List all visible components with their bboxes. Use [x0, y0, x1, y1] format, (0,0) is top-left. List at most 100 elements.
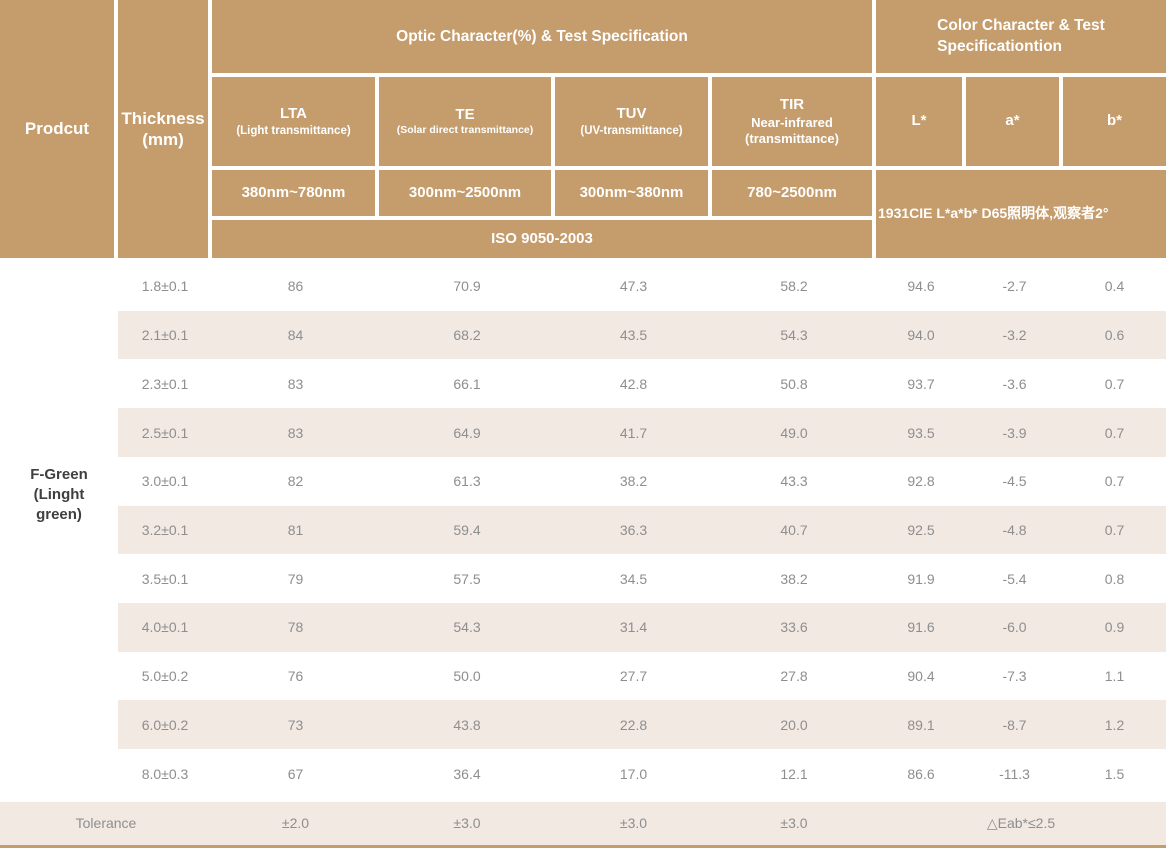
lstar-value: 93.5 — [907, 424, 935, 441]
astar-value: -3.9 — [1002, 424, 1027, 441]
tuv-value: 36.3 — [619, 521, 648, 538]
bstar-value: 0.8 — [1104, 570, 1125, 587]
lta-value: 76 — [287, 668, 304, 685]
cie-standard-label: 1931CIE L*a*b* D65照明体,观察者2° — [878, 205, 1109, 222]
product-name-line3: green) — [36, 506, 82, 524]
te-value: 68.2 — [453, 327, 481, 344]
thickness-header-line1: Thickness — [121, 108, 205, 128]
column-header-lta: LTA (Light transmittance) — [212, 77, 379, 170]
tolerance-eab: △Eab*≤2.5 — [986, 814, 1056, 831]
lta-value: 83 — [287, 375, 304, 392]
bstar-value: 0.9 — [1104, 619, 1125, 636]
tuv-name: TUV — [616, 104, 647, 122]
lstar-value: 92.5 — [907, 521, 935, 538]
lta-value: 83 — [287, 424, 304, 441]
astar-value: -4.8 — [1002, 521, 1027, 538]
tir-value: 43.3 — [780, 473, 808, 490]
tolerance-label: Tolerance — [75, 815, 137, 832]
astar-value: -2.7 — [1002, 278, 1027, 295]
product-name-line2: (Linght — [33, 485, 85, 503]
te-value: 57.5 — [453, 570, 481, 587]
tir-range: 780~2500nm — [747, 183, 837, 201]
table-row: 3.2±0.1 81 59.4 36.3 40.7 92.5 -4.8 0.7 — [118, 505, 1166, 555]
tolerance-lta: ±2.0 — [281, 815, 310, 832]
astar-value: -3.6 — [1002, 375, 1027, 392]
bstar-value: 0.7 — [1104, 521, 1125, 538]
tir-value: 27.8 — [780, 668, 808, 685]
tolerance-row: Tolerance ±2.0 ±3.0 ±3.0 ±3.0 △Eab*≤2.5 — [0, 801, 1166, 845]
lstar-value: 92.8 — [907, 473, 935, 490]
astar-value: -8.7 — [1002, 716, 1027, 733]
table-row: 8.0±0.3 67 36.4 17.0 12.1 86.6 -11.3 1.5 — [118, 749, 1166, 798]
thickness-value: 1.8±0.1 — [141, 278, 189, 295]
lstar-value: 93.7 — [907, 375, 935, 392]
lta-value: 81 — [287, 521, 304, 538]
table-body: F-Green (Linght green) 1.8±0.1 86 70.9 4… — [0, 262, 1166, 798]
column-header-bstar: b* — [1063, 77, 1166, 170]
bstar-value: 0.7 — [1104, 473, 1125, 490]
lta-value: 67 — [287, 765, 304, 782]
lstar-value: 91.9 — [907, 570, 935, 587]
lstar-value: 90.4 — [907, 668, 935, 685]
te-sub-label: (Solar direct transmittance) — [396, 124, 534, 137]
astar-value: -5.4 — [1002, 570, 1027, 587]
astar-value: -4.5 — [1002, 473, 1027, 490]
tuv-range: 300nm~380nm — [579, 183, 684, 201]
tuv-value: 41.7 — [619, 424, 648, 441]
product-name-line1: F-Green — [30, 465, 88, 483]
tuv-value: 38.2 — [619, 473, 648, 490]
bstar-value: 0.6 — [1104, 327, 1125, 344]
iso-standard-cell: ISO 9050-2003 — [212, 220, 876, 258]
tuv-value: 47.3 — [619, 278, 648, 295]
table-header: Prodcut Thickness (mm) Optic Character(%… — [0, 0, 1166, 258]
lta-range-cell: 380nm~780nm — [212, 170, 379, 220]
bstar-value: 0.7 — [1104, 424, 1125, 441]
astar-value: -3.2 — [1002, 327, 1027, 344]
column-header-astar: a* — [966, 77, 1063, 170]
lta-range: 380nm~780nm — [241, 183, 346, 201]
astar-value: -7.3 — [1002, 668, 1027, 685]
astar-value: -6.0 — [1002, 619, 1027, 636]
te-value: 59.4 — [453, 521, 481, 538]
thickness-value: 2.5±0.1 — [141, 424, 189, 441]
te-name: TE — [455, 105, 475, 123]
optic-group-label: Optic Character(%) & Test Specification — [396, 27, 688, 45]
tir-value: 38.2 — [780, 570, 808, 587]
thickness-value: 6.0±0.2 — [141, 716, 189, 733]
product-cell: F-Green (Linght green) — [0, 262, 118, 798]
product-name: F-Green (Linght green) — [30, 465, 88, 526]
lstar-label: L* — [911, 112, 927, 130]
te-value: 50.0 — [453, 668, 481, 685]
header-body-divider — [0, 258, 1166, 262]
tir-value: 50.8 — [780, 375, 808, 392]
color-group-label-line1: Color Character & Test — [937, 17, 1105, 35]
thickness-header-line2: (mm) — [142, 130, 184, 149]
body-footer-divider — [0, 797, 1166, 802]
astar-value: -11.3 — [999, 765, 1030, 782]
te-value: 64.9 — [453, 424, 481, 441]
thickness-value: 3.5±0.1 — [141, 570, 189, 587]
bstar-value: 1.1 — [1104, 668, 1125, 685]
column-header-lstar: L* — [876, 77, 966, 170]
thickness-value: 8.0±0.3 — [141, 765, 189, 782]
group-header-optic: Optic Character(%) & Test Specification — [212, 0, 876, 77]
tuv-value: 17.0 — [619, 765, 648, 782]
tir-value: 40.7 — [780, 521, 808, 538]
tir-name: TIR — [779, 95, 805, 113]
cie-standard-cell: 1931CIE L*a*b* D65照明体,观察者2° — [876, 170, 1166, 258]
table-row: 2.3±0.1 83 66.1 42.8 50.8 93.7 -3.6 0.7 — [118, 359, 1166, 409]
tir-value: 20.0 — [780, 716, 808, 733]
table-row: 3.0±0.1 82 61.3 38.2 43.3 92.8 -4.5 0.7 — [118, 456, 1166, 506]
te-range-cell: 300nm~2500nm — [379, 170, 555, 220]
astar-label: a* — [1005, 112, 1020, 130]
bstar-value: 1.2 — [1104, 716, 1125, 733]
te-value: 66.1 — [453, 375, 481, 392]
tir-sub-line2: (transmittance) — [745, 130, 839, 146]
tuv-range-cell: 300nm~380nm — [555, 170, 712, 220]
tir-sub-line1: Near-infrared — [751, 114, 833, 130]
column-header-thickness: Thickness (mm) — [118, 0, 212, 258]
te-value: 61.3 — [453, 473, 481, 490]
tuv-value: 22.8 — [619, 716, 648, 733]
lstar-value: 91.6 — [907, 619, 935, 636]
